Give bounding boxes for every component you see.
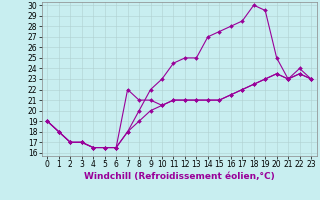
X-axis label: Windchill (Refroidissement éolien,°C): Windchill (Refroidissement éolien,°C) xyxy=(84,172,275,181)
